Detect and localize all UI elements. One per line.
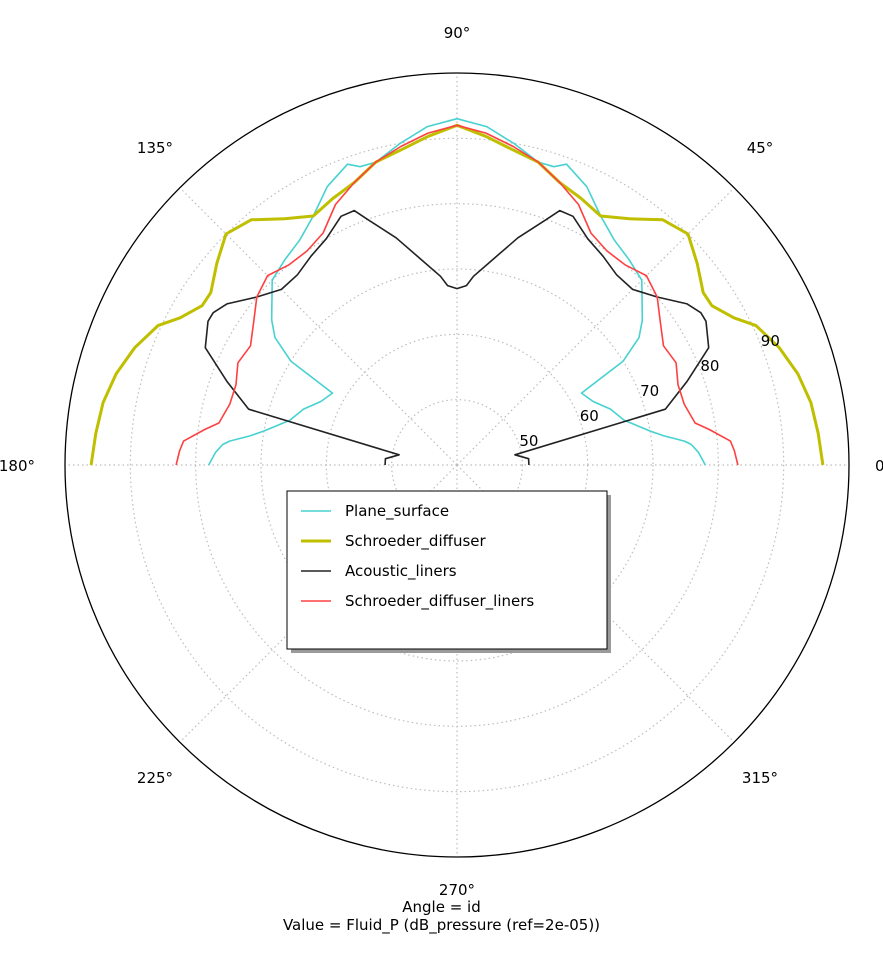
legend: Plane_surface Schroeder_diffuser Acoustic_… (286, 490, 611, 653)
angle-tick-label: 315° (742, 769, 778, 787)
grid (65, 73, 849, 857)
series-line-Acoustic_liners (204, 209, 710, 466)
grid-circle-90 (129, 137, 785, 793)
radial-tick-label: 70 (640, 382, 659, 400)
angle-tick-label: 180° (0, 457, 35, 475)
polar-outline (64, 72, 850, 858)
angle-tick-label: 135° (137, 139, 173, 157)
legend-label: Acoustic_liners (345, 562, 457, 581)
y-axis-label: Value = Fluid_P (dB_pressure (ref=2e-05)… (282, 916, 601, 934)
angle-tick-label: 270° (439, 881, 475, 899)
angle-tick-label: 90° (444, 24, 471, 42)
grid-spoke-135 (179, 187, 458, 466)
angle-tick-label: 0° (875, 457, 883, 475)
legend-label: Plane_surface (345, 502, 449, 521)
series-line-Plane_surface (207, 117, 707, 466)
legend-label: Schroeder_diffuser (345, 532, 487, 551)
radial-tick-label: 50 (519, 432, 538, 450)
legend-box (286, 490, 608, 650)
legend-label: Schroeder_diffuser_liners (345, 592, 534, 611)
radial-tick-label: 90 (761, 332, 780, 350)
tick-labels: 0° 45° 90° 135° 180° 225° 270° 315° 50 60 70 80 90 (0, 24, 883, 899)
grid-circle-70 (260, 268, 654, 662)
grid-circle-50 (391, 399, 523, 531)
angle-tick-label: 45° (747, 139, 774, 157)
radial-tick-label: 80 (700, 357, 719, 375)
x-axis-label: Angle = id (402, 898, 481, 916)
series-lines (89, 117, 825, 466)
series-line-Schroeder_diffuser_liners (175, 124, 739, 466)
radial-tick-label: 60 (580, 407, 599, 425)
angle-tick-label: 225° (137, 769, 173, 787)
